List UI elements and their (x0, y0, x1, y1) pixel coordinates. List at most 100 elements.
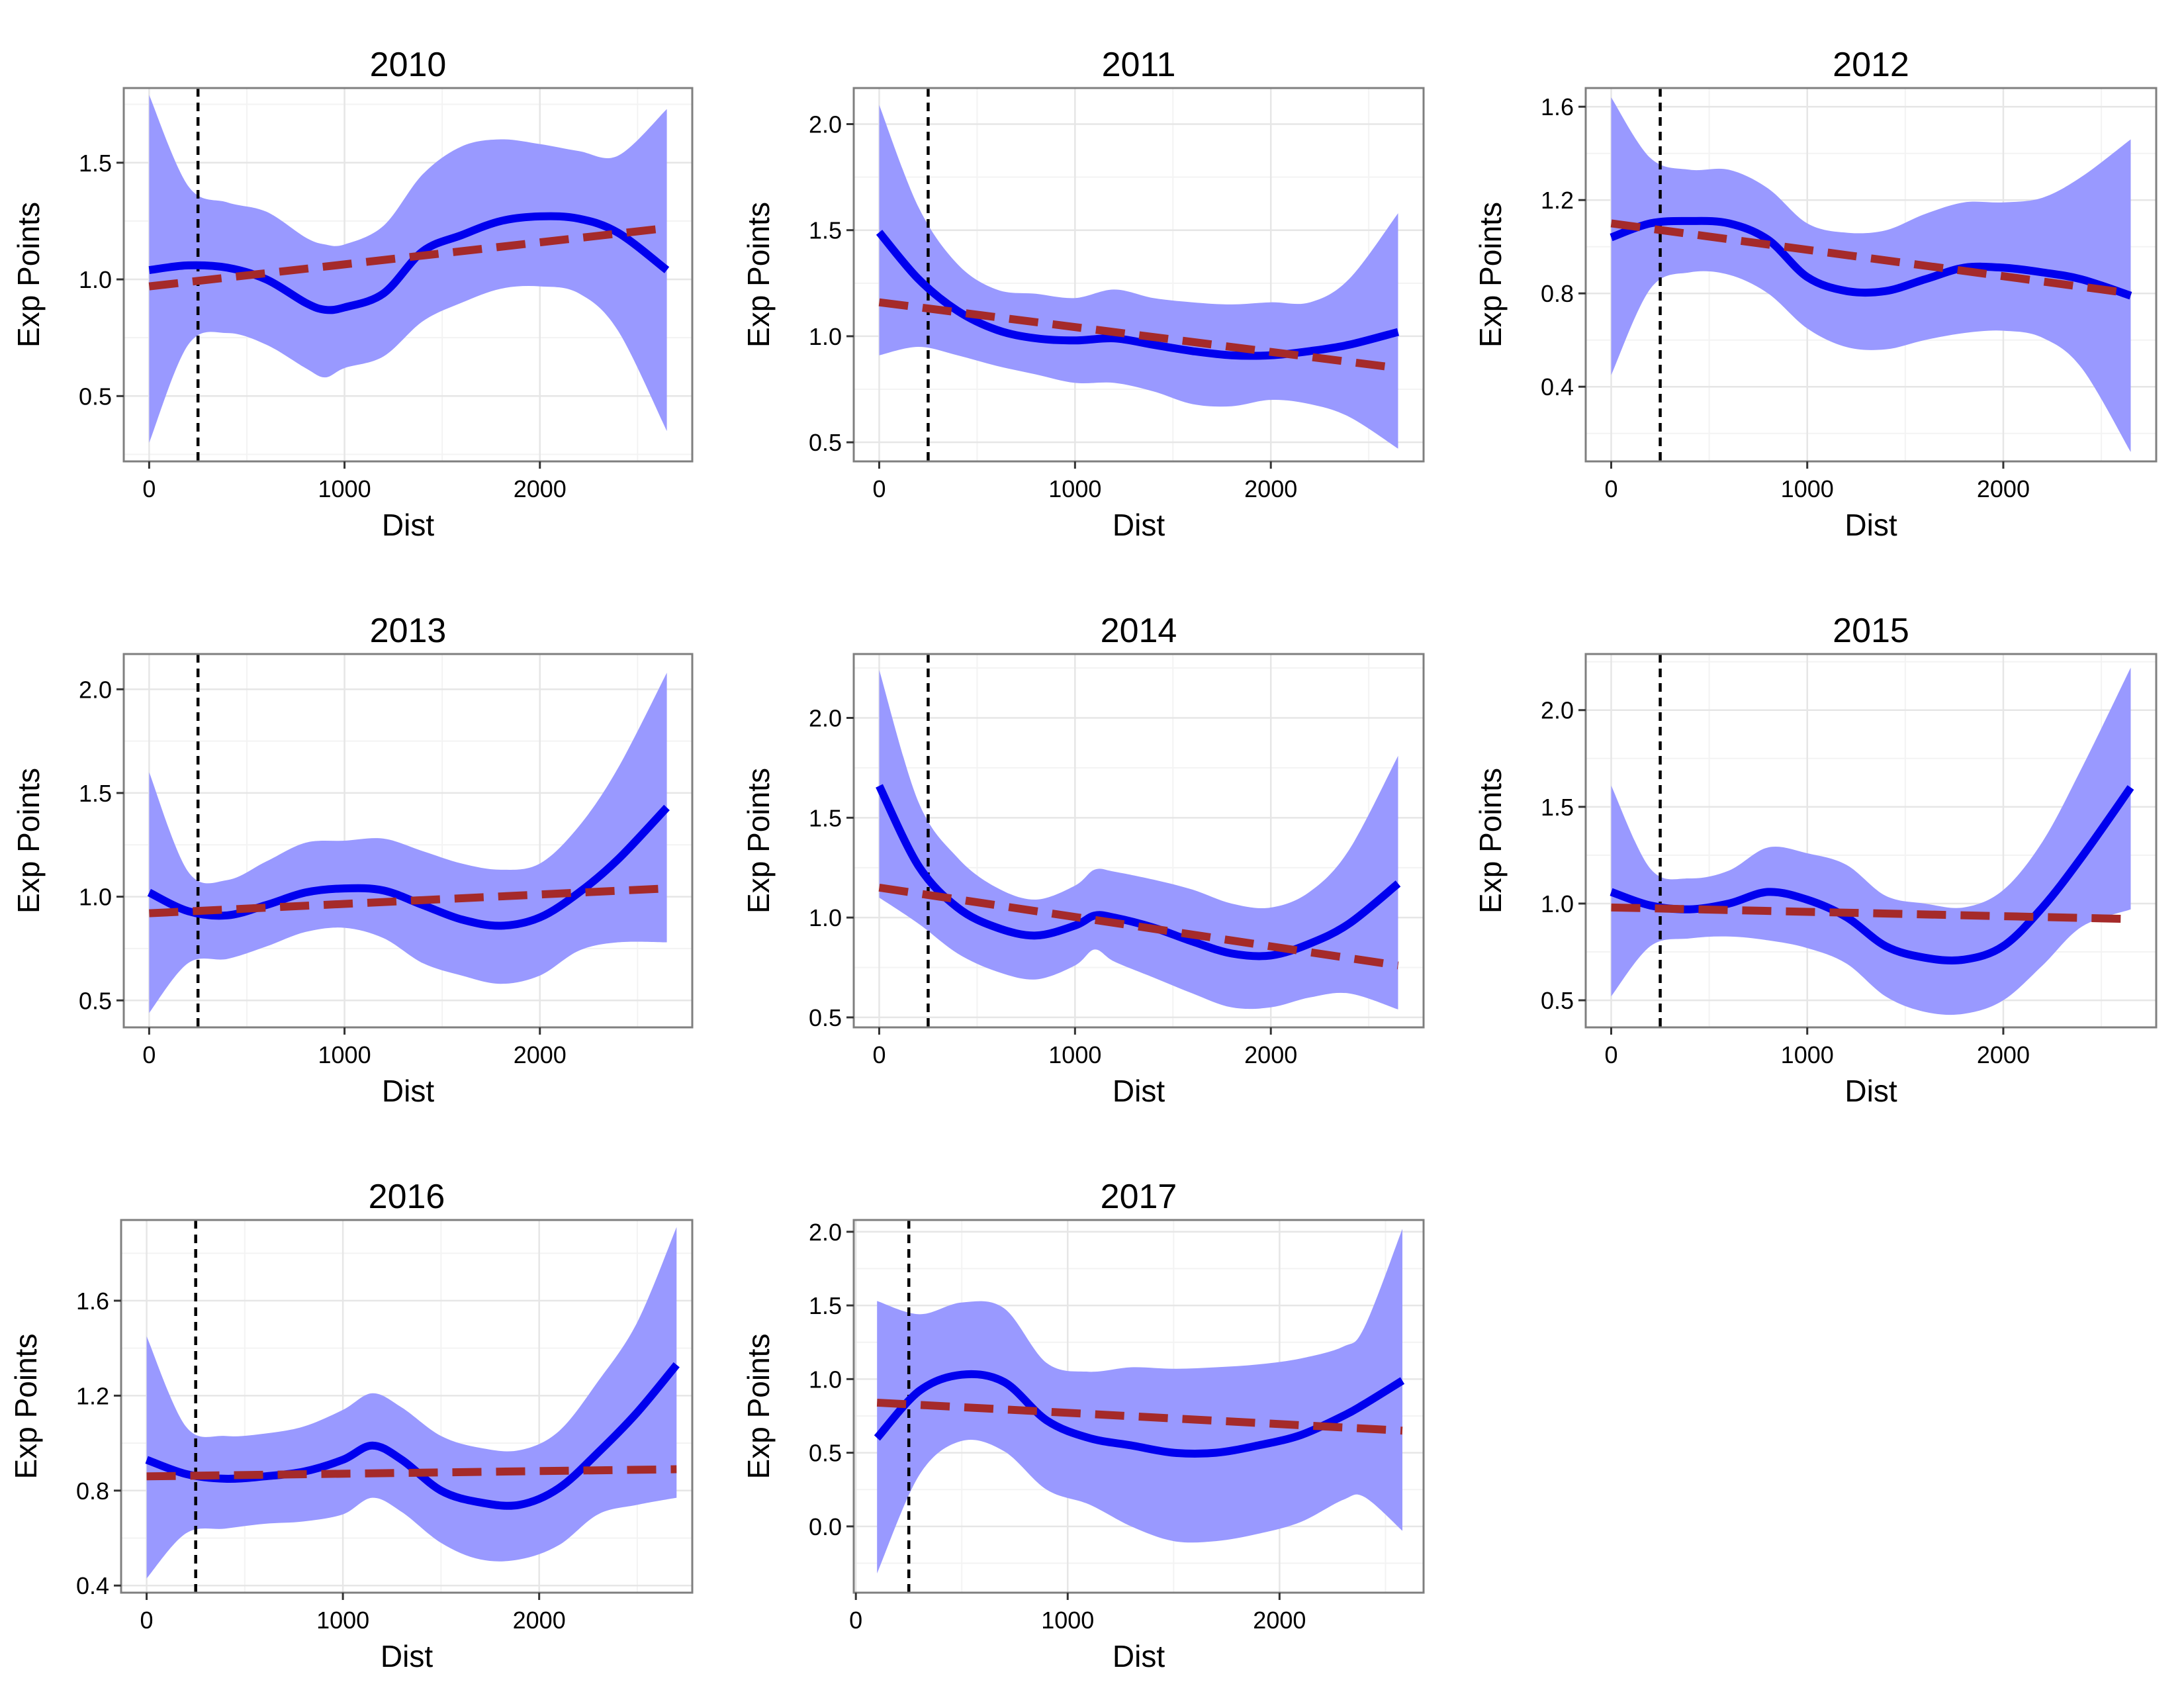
x-tick-label: 2000 (1244, 475, 1297, 502)
x-tick-label: 2000 (1244, 1041, 1297, 1068)
y-tick-label: 1.5 (1541, 794, 1574, 821)
x-tick-label: 0 (142, 475, 156, 502)
x-tick-label: 1000 (1041, 1607, 1094, 1634)
panel-title: 2017 (1101, 1178, 1177, 1216)
x-tick-label: 2000 (513, 1607, 566, 1634)
y-tick-label: 1.5 (79, 150, 112, 177)
panel-title: 2014 (1101, 612, 1177, 650)
panel-title: 2012 (1833, 46, 1909, 84)
y-axis-title: Exp Points (1473, 768, 1508, 914)
confidence-band (879, 670, 1398, 1009)
y-tick-label: 1.6 (1541, 93, 1574, 120)
smooth-trend-line (1610, 216, 2132, 300)
x-tick-label: 2000 (1253, 1607, 1306, 1634)
smooth-trend-line (874, 1370, 1405, 1458)
y-tick-label: 0.5 (809, 1004, 842, 1031)
confidence-band (146, 1227, 677, 1579)
y-tick-label: 2.0 (809, 705, 842, 732)
smooth-trend-line (876, 784, 1401, 961)
y-tick-label: 0.4 (76, 1572, 109, 1599)
y-tick-label: 1.0 (809, 323, 842, 350)
x-tick-label: 0 (872, 475, 886, 502)
x-tick-label: 1000 (318, 475, 371, 502)
smooth-trend-line (876, 230, 1400, 360)
panel-border (122, 653, 694, 1029)
x-tick-label: 2000 (514, 1041, 567, 1068)
panel-border (1584, 87, 2158, 463)
panel-title: 2013 (370, 612, 447, 650)
x-axis-title: Dist (381, 1639, 433, 1673)
y-tick-label: 2.0 (1541, 697, 1574, 724)
x-tick-label: 0 (872, 1041, 886, 1068)
y-tick-label: 1.6 (76, 1288, 109, 1315)
y-tick-label: 1.5 (809, 804, 842, 831)
panel-border (120, 1219, 694, 1594)
x-axis-title: Dist (382, 1074, 434, 1108)
x-tick-label: 0 (140, 1607, 154, 1634)
y-axis-title: Exp Points (11, 768, 46, 914)
x-tick-label: 0 (142, 1041, 156, 1068)
y-tick-label: 1.2 (76, 1382, 109, 1409)
y-tick-label: 0.5 (79, 383, 112, 410)
y-tick-label: 1.0 (809, 904, 842, 931)
x-axis-title: Dist (382, 508, 434, 542)
y-axis-title: Exp Points (741, 202, 776, 348)
y-axis-title: Exp Points (1473, 202, 1508, 348)
chart-panel-2017: 0 1000 2000 0.0 0.5 1.0 1.5 2.0 2017 Dist Exp Poin… (741, 1178, 1425, 1673)
x-tick-label: 1000 (318, 1041, 371, 1068)
x-axis-title: Dist (1844, 508, 1897, 542)
x-tick-label: 2000 (1977, 1041, 2030, 1068)
y-tick-label: 0.5 (79, 987, 112, 1014)
y-tick-label: 1.0 (809, 1366, 842, 1393)
confidence-band (877, 1229, 1402, 1574)
chart-panel-2014: 0 1000 2000 0.5 1.0 1.5 2.0 2014 Dist Exp Points (741, 612, 1425, 1108)
linear-fit-line (146, 1465, 677, 1481)
y-tick-label: 0.8 (1541, 280, 1574, 307)
chart-panel-2015: 0 1000 2000 0.5 1.0 1.5 2.0 2015 Dist Exp Points (1473, 612, 2158, 1108)
panel-border (852, 1219, 1425, 1594)
smooth-trend-line (148, 212, 670, 314)
y-tick-label: 0.8 (76, 1477, 109, 1505)
chart-panel-2010: 0 1000 2000 0.5 1.0 1.5 2010 Dist Exp Points (11, 46, 694, 542)
linear-fit-line (876, 1398, 1403, 1435)
linear-fit-line (878, 883, 1399, 970)
panel-border (1584, 653, 2158, 1029)
x-tick-label: 2000 (514, 475, 567, 502)
x-tick-label: 1000 (1781, 475, 1834, 502)
linear-fit-line (1610, 219, 2132, 298)
confidence-band (879, 105, 1398, 449)
y-tick-label: 0.5 (809, 429, 842, 456)
y-tick-label: 1.0 (79, 266, 112, 293)
chart-panel-2011: 0 1000 2000 0.5 1.0 1.5 2.0 2011 Dist Exp Points (741, 46, 1425, 542)
y-tick-label: 1.5 (809, 1292, 842, 1319)
confidence-band (149, 673, 667, 1013)
y-tick-label: 1.5 (79, 780, 112, 807)
y-axis-title: Exp Points (9, 1334, 43, 1479)
y-axis-title: Exp Points (741, 1334, 776, 1479)
x-axis-title: Dist (1844, 1074, 1897, 1108)
x-tick-label: 1000 (1048, 475, 1101, 502)
confidence-band (1611, 97, 2131, 452)
x-axis-title: Dist (1113, 508, 1165, 542)
y-tick-label: 2.0 (809, 111, 842, 138)
panel-title: 2011 (1102, 46, 1176, 84)
panel-border (852, 87, 1425, 463)
y-tick-label: 0.5 (809, 1440, 842, 1467)
panel-border (852, 653, 1425, 1029)
y-tick-label: 1.2 (1541, 187, 1574, 214)
x-tick-label: 0 (1604, 1041, 1617, 1068)
y-tick-label: 0.0 (809, 1513, 842, 1540)
chart-panel-2012: 0 1000 2000 0.4 0.8 1.2 1.6 2012 Dist Exp Points (1473, 46, 2158, 542)
panel-title: 2010 (370, 46, 447, 84)
y-tick-label: 1.0 (79, 884, 112, 911)
y-tick-label: 1.0 (1541, 890, 1574, 917)
panel-border (122, 87, 694, 463)
y-tick-label: 0.5 (1541, 987, 1574, 1014)
chart-panel-2016: 0 1000 2000 0.4 0.8 1.2 1.6 2016 Dist Exp Points (9, 1178, 694, 1673)
y-axis-title: Exp Points (741, 768, 776, 914)
x-axis-title: Dist (1113, 1074, 1165, 1108)
y-tick-label: 0.4 (1541, 373, 1574, 400)
x-tick-label: 0 (1604, 475, 1617, 502)
x-tick-label: 1000 (1781, 1041, 1834, 1068)
